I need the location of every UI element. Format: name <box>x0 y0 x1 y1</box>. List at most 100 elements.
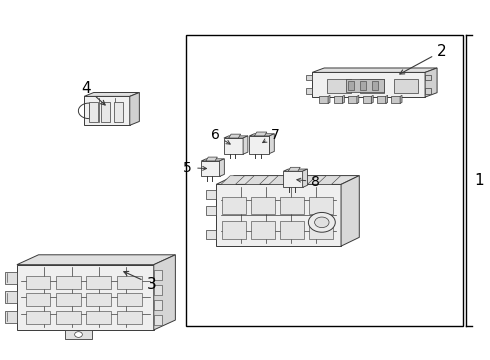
Bar <box>56 311 81 324</box>
Polygon shape <box>206 207 216 215</box>
Bar <box>360 81 366 90</box>
Polygon shape <box>341 176 359 246</box>
Circle shape <box>74 332 82 337</box>
Polygon shape <box>363 96 371 103</box>
Text: 1: 1 <box>474 174 484 188</box>
Polygon shape <box>154 300 162 310</box>
Bar <box>280 221 304 239</box>
Polygon shape <box>283 169 307 171</box>
Bar <box>394 78 418 93</box>
Bar <box>280 197 304 215</box>
Polygon shape <box>392 96 400 103</box>
Bar <box>309 221 333 239</box>
Bar <box>360 78 384 93</box>
Bar <box>251 197 275 215</box>
Polygon shape <box>84 96 130 125</box>
Polygon shape <box>425 88 431 94</box>
Bar <box>25 311 50 324</box>
Polygon shape <box>206 157 218 161</box>
Polygon shape <box>254 132 267 136</box>
Bar <box>117 311 142 324</box>
Bar <box>86 293 111 306</box>
Polygon shape <box>343 95 344 103</box>
Bar <box>25 293 50 306</box>
Polygon shape <box>206 190 216 198</box>
Text: 2: 2 <box>400 44 447 74</box>
Bar <box>86 276 111 289</box>
Bar <box>114 102 122 122</box>
Bar <box>101 102 110 122</box>
Polygon shape <box>154 285 162 295</box>
Polygon shape <box>348 96 357 103</box>
Bar <box>86 311 111 324</box>
Polygon shape <box>245 176 269 184</box>
Text: 8: 8 <box>297 175 320 189</box>
Polygon shape <box>328 95 330 103</box>
Polygon shape <box>303 169 307 188</box>
Bar <box>309 197 333 215</box>
Polygon shape <box>5 272 17 284</box>
Polygon shape <box>224 138 243 154</box>
Polygon shape <box>249 134 274 136</box>
Polygon shape <box>306 75 312 80</box>
Bar <box>117 293 142 306</box>
Polygon shape <box>201 161 220 176</box>
Polygon shape <box>201 159 224 161</box>
Bar <box>25 276 50 289</box>
Bar <box>327 78 351 93</box>
Polygon shape <box>224 136 248 138</box>
Bar <box>346 78 384 92</box>
Polygon shape <box>84 93 139 96</box>
Polygon shape <box>334 96 343 103</box>
Polygon shape <box>154 255 175 330</box>
Bar <box>56 276 81 289</box>
Polygon shape <box>154 315 162 325</box>
Polygon shape <box>229 134 241 138</box>
Bar <box>56 293 81 306</box>
Polygon shape <box>283 171 303 188</box>
Circle shape <box>315 217 329 228</box>
Polygon shape <box>319 96 328 103</box>
Bar <box>372 81 378 90</box>
Bar <box>186 35 463 327</box>
Text: 7: 7 <box>263 128 279 143</box>
Polygon shape <box>17 255 175 265</box>
Polygon shape <box>377 96 386 103</box>
Polygon shape <box>249 136 270 154</box>
Bar <box>348 81 354 90</box>
Text: 6: 6 <box>211 128 230 144</box>
Polygon shape <box>5 291 17 303</box>
Polygon shape <box>17 265 154 330</box>
Polygon shape <box>400 95 402 103</box>
Polygon shape <box>312 68 437 72</box>
Polygon shape <box>154 270 162 280</box>
Bar <box>89 102 98 122</box>
Polygon shape <box>306 88 312 94</box>
Polygon shape <box>425 68 437 97</box>
Text: 3: 3 <box>124 271 156 292</box>
Polygon shape <box>288 167 300 171</box>
Polygon shape <box>216 184 341 246</box>
Polygon shape <box>357 95 359 103</box>
Polygon shape <box>206 230 216 239</box>
Polygon shape <box>371 95 373 103</box>
Bar <box>222 197 246 215</box>
Polygon shape <box>130 93 139 125</box>
Polygon shape <box>5 311 17 323</box>
Polygon shape <box>317 176 341 184</box>
Polygon shape <box>386 95 388 103</box>
Polygon shape <box>269 176 293 184</box>
Bar <box>117 276 142 289</box>
Polygon shape <box>312 72 425 97</box>
Text: 5: 5 <box>183 161 207 175</box>
Polygon shape <box>270 134 274 154</box>
Polygon shape <box>425 75 431 80</box>
Polygon shape <box>216 176 359 184</box>
Polygon shape <box>243 136 248 154</box>
Polygon shape <box>293 176 317 184</box>
Circle shape <box>308 212 335 232</box>
Bar <box>222 221 246 239</box>
Polygon shape <box>221 176 245 184</box>
Polygon shape <box>65 330 92 339</box>
Bar <box>251 221 275 239</box>
